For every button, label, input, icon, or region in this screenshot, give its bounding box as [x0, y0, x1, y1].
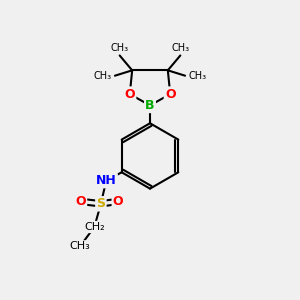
Text: CH₃: CH₃ [111, 43, 129, 53]
Text: B: B [145, 99, 155, 112]
Text: O: O [165, 88, 175, 100]
Text: CH₃: CH₃ [189, 71, 207, 81]
Text: CH₂: CH₂ [84, 222, 105, 232]
Text: CH₃: CH₃ [70, 241, 90, 251]
Text: S: S [96, 197, 105, 210]
Text: CH₃: CH₃ [171, 43, 189, 53]
Text: CH₃: CH₃ [93, 71, 111, 81]
Text: NH: NH [96, 174, 117, 187]
Text: O: O [113, 195, 123, 208]
Text: O: O [75, 195, 86, 208]
Text: O: O [124, 88, 135, 100]
